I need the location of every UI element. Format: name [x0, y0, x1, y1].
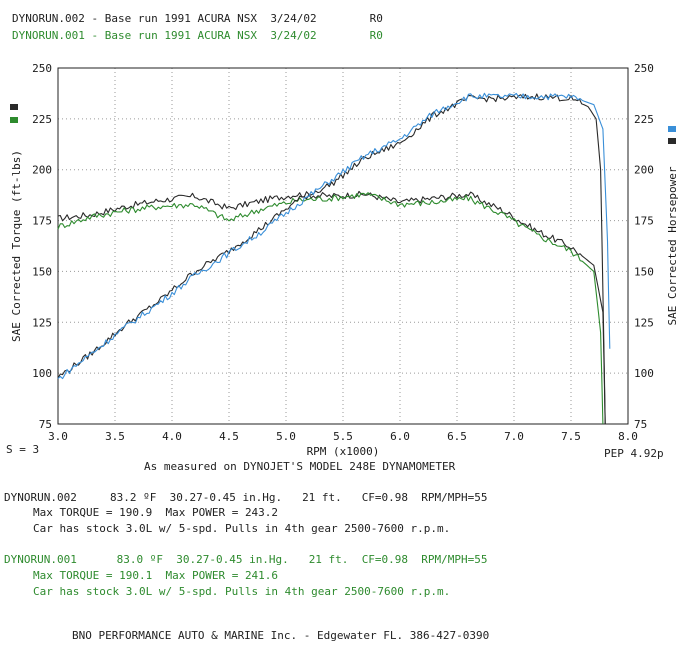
header-run2-code: R0	[369, 12, 383, 25]
x-axis-label: RPM (x1000)	[307, 445, 380, 458]
measured-label: As measured on DYNOJET'S MODEL 248E DYNA…	[144, 460, 456, 473]
run2-cf: CF=0.98	[361, 491, 409, 504]
x-tick-label: 8.0	[618, 430, 638, 443]
legend-swatch-right-run2	[668, 138, 676, 144]
x-tick-label: 5.0	[276, 430, 296, 443]
run1-cf: CF=0.98	[361, 553, 409, 566]
y-tick-label-left: 225	[32, 113, 52, 126]
run1-note: Car has stock 3.0L w/ 5-spd. Pulls in 4t…	[33, 585, 451, 598]
y-tick-label-right: 150	[634, 265, 654, 278]
y-axis-label-right: SAE Corrected Horsepower	[666, 166, 679, 325]
tick-labels: 3.0 3.5 4.0 4.5 5.0 5.5 6.0 6.5 7.0 7.5 8.075 75100…	[32, 62, 654, 443]
y-tick-label-left: 175	[32, 215, 52, 228]
x-tick-label: 6.5	[447, 430, 467, 443]
y-tick-label-right: 200	[634, 164, 654, 177]
x-tick-label: 5.5	[333, 430, 353, 443]
run1-max-torque: Max TORQUE = 190.1	[33, 569, 153, 582]
y-tick-label-right: 250	[634, 62, 654, 75]
legend-swatch-left-run2	[10, 104, 18, 110]
run1-max-power: Max POWER = 241.6	[165, 569, 279, 582]
series-power-dynorun-002	[57, 93, 606, 425]
run1-baro: 30.27-0.45 in.Hg.	[176, 553, 289, 566]
grid	[57, 67, 629, 425]
run2-baro: 30.27-0.45 in.Hg.	[169, 491, 283, 504]
run2-max: Max TORQUE = 190.9 Max POWER = 243.2	[33, 506, 278, 519]
series-torque-dynorun-002	[57, 190, 606, 425]
run2-max-power: Max POWER = 243.2	[165, 506, 279, 519]
series-lines	[57, 92, 611, 425]
header-run1: DYNORUN.001 - Base run 1991 ACURA NSX 3/…	[12, 29, 383, 42]
x-tick-label: 4.5	[219, 430, 239, 443]
y-tick-label-left: 250	[32, 62, 52, 75]
header-run1-name: DYNORUN.001	[12, 29, 85, 42]
run2-temp: 83.2 ºF	[109, 491, 157, 504]
run1-conditions: DYNORUN.001 83.0 ºF 30.27-0.45 in.Hg. 21…	[4, 553, 488, 566]
y-tick-label-right: 75	[634, 418, 647, 431]
run2-max-torque: Max TORQUE = 190.9	[33, 506, 153, 519]
x-tick-label: 6.0	[390, 430, 410, 443]
header-run2-name: DYNORUN.002	[12, 12, 85, 25]
header-run1-code: R0	[369, 29, 383, 42]
run2-conditions: DYNORUN.002 83.2 ºF 30.27-0.45 in.Hg. 21…	[4, 491, 488, 504]
y-tick-label-left: 200	[32, 164, 52, 177]
y-tick-label-right: 175	[634, 215, 654, 228]
run2-rpmmph: RPM/MPH=55	[421, 491, 488, 504]
run1-elev: 21 ft.	[308, 553, 349, 566]
run1-name: DYNORUN.001	[4, 553, 77, 566]
run1-rpmmph: RPM/MPH=55	[421, 553, 488, 566]
run2-note: Car has stock 3.0L w/ 5-spd. Pulls in 4t…	[33, 522, 451, 535]
smoothing-label: S = 3	[6, 443, 40, 456]
x-tick-label: 7.0	[504, 430, 524, 443]
header-run2-date: 3/24/02	[270, 12, 317, 25]
y-tick-label-left: 125	[32, 316, 52, 329]
y-tick-label-left: 150	[32, 265, 52, 278]
header-run1-date: 3/24/02	[270, 29, 317, 42]
footer-shop-info: BNO PERFORMANCE AUTO & MARINE Inc. - Edg…	[72, 629, 490, 642]
x-tick-label: 7.5	[561, 430, 581, 443]
plot-frame	[57, 67, 629, 425]
series-power-dynorun-001	[57, 92, 611, 380]
legend-swatch-left-run1	[10, 117, 18, 123]
run2-elev: 21 ft.	[302, 491, 342, 504]
legend-swatch-right-run1	[668, 126, 676, 132]
series-torque-dynorun-001	[57, 192, 604, 425]
header-run2: DYNORUN.002 - Base run 1991 ACURA NSX 3/…	[12, 12, 383, 25]
y-tick-label-right: 125	[634, 316, 654, 329]
dyno-chart: 3.0 3.5 4.0 4.5 5.0 5.5 6.0 6.5 7.0 7.5 8.075 75100…	[10, 62, 679, 458]
run1-max: Max TORQUE = 190.1 Max POWER = 241.6	[33, 569, 278, 582]
y-tick-label-left: 100	[32, 367, 52, 380]
x-tick-label: 4.0	[162, 430, 182, 443]
x-tick-label: 3.5	[105, 430, 125, 443]
header-run1-desc: - Base run 1991 ACURA NSX	[91, 29, 258, 42]
y-tick-label-right: 100	[634, 367, 654, 380]
x-tick-label: 3.0	[48, 430, 68, 443]
run2-name: DYNORUN.002	[4, 491, 77, 504]
y-axis-label-left: SAE Corrected Torque (ft-lbs)	[10, 150, 23, 342]
y-tick-label-left: 75	[39, 418, 52, 431]
pep-label: PEP 4.92p	[604, 447, 664, 460]
y-tick-label-right: 225	[634, 113, 654, 126]
run1-temp: 83.0 ºF	[116, 553, 163, 566]
header-run2-desc: - Base run 1991 ACURA NSX	[91, 12, 258, 25]
